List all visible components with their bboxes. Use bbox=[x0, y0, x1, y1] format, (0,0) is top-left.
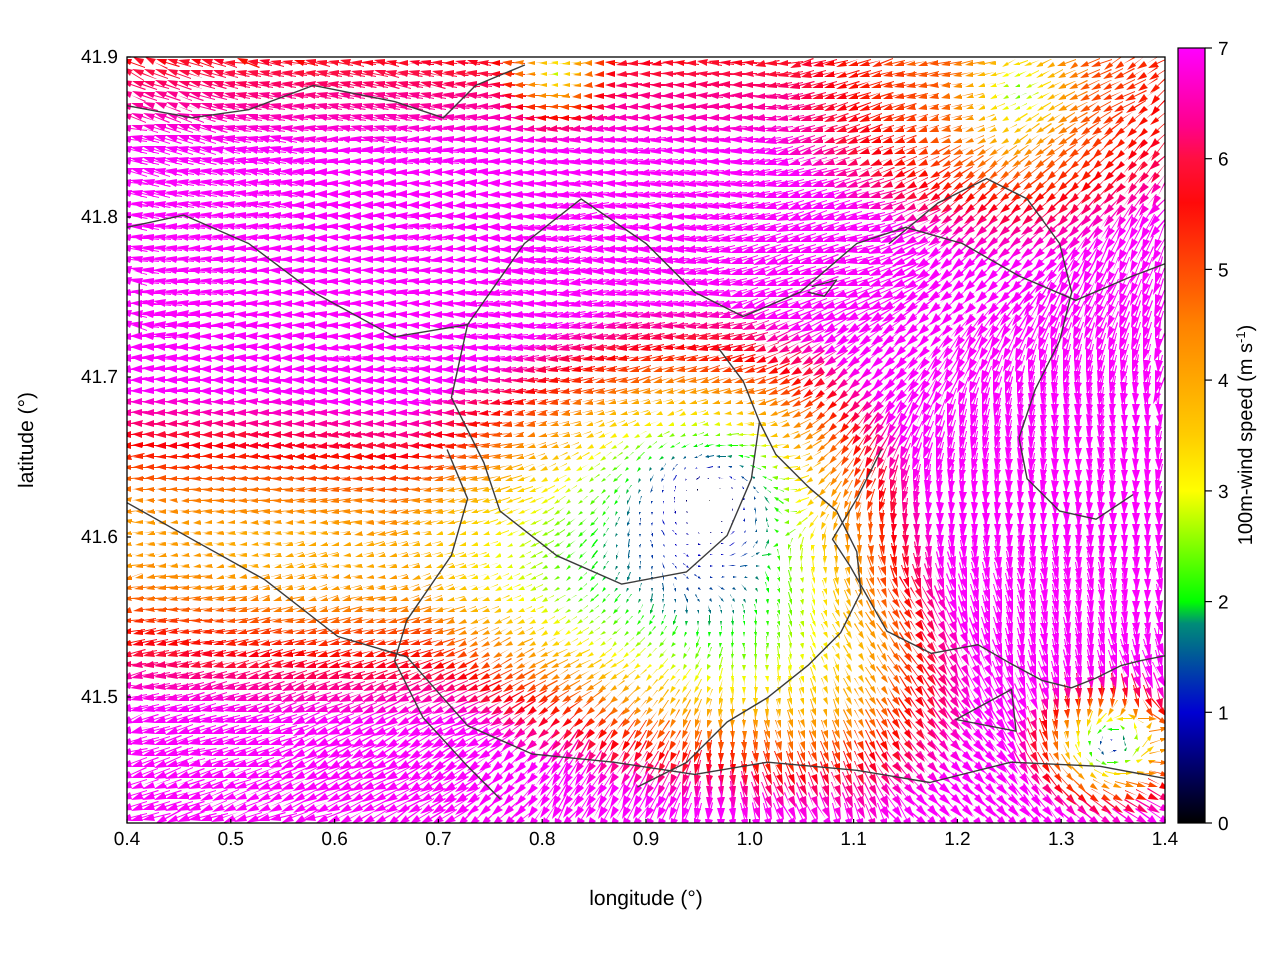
svg-text:41.7: 41.7 bbox=[81, 367, 118, 388]
svg-text:1.2: 1.2 bbox=[944, 829, 970, 850]
svg-text:latitude (°): latitude (°) bbox=[15, 392, 38, 488]
svg-text:3: 3 bbox=[1218, 482, 1229, 503]
svg-text:5: 5 bbox=[1218, 260, 1229, 281]
svg-text:0.6: 0.6 bbox=[321, 829, 347, 850]
svg-text:1.1: 1.1 bbox=[840, 829, 866, 850]
svg-text:2: 2 bbox=[1218, 593, 1229, 614]
svg-text:0.9: 0.9 bbox=[633, 829, 659, 850]
svg-text:7: 7 bbox=[1218, 39, 1229, 60]
svg-text:1.4: 1.4 bbox=[1152, 829, 1179, 850]
svg-text:1.0: 1.0 bbox=[737, 829, 763, 850]
svg-text:4: 4 bbox=[1218, 371, 1229, 392]
svg-text:0.7: 0.7 bbox=[425, 829, 451, 850]
svg-text:0.4: 0.4 bbox=[114, 829, 141, 850]
svg-text:0: 0 bbox=[1218, 814, 1229, 835]
svg-text:100m-wind speed (m s-1): 100m-wind speed (m s-1) bbox=[1233, 325, 1258, 546]
svg-text:41.9: 41.9 bbox=[81, 47, 118, 68]
svg-text:0.5: 0.5 bbox=[218, 829, 244, 850]
svg-text:6: 6 bbox=[1218, 150, 1229, 171]
svg-text:1: 1 bbox=[1218, 703, 1229, 724]
svg-text:longitude (°): longitude (°) bbox=[589, 887, 702, 910]
svg-text:1.3: 1.3 bbox=[1048, 829, 1074, 850]
svg-text:0.8: 0.8 bbox=[529, 829, 555, 850]
svg-text:41.8: 41.8 bbox=[81, 207, 118, 228]
svg-text:41.5: 41.5 bbox=[81, 687, 118, 708]
svg-text:41.6: 41.6 bbox=[81, 527, 118, 548]
